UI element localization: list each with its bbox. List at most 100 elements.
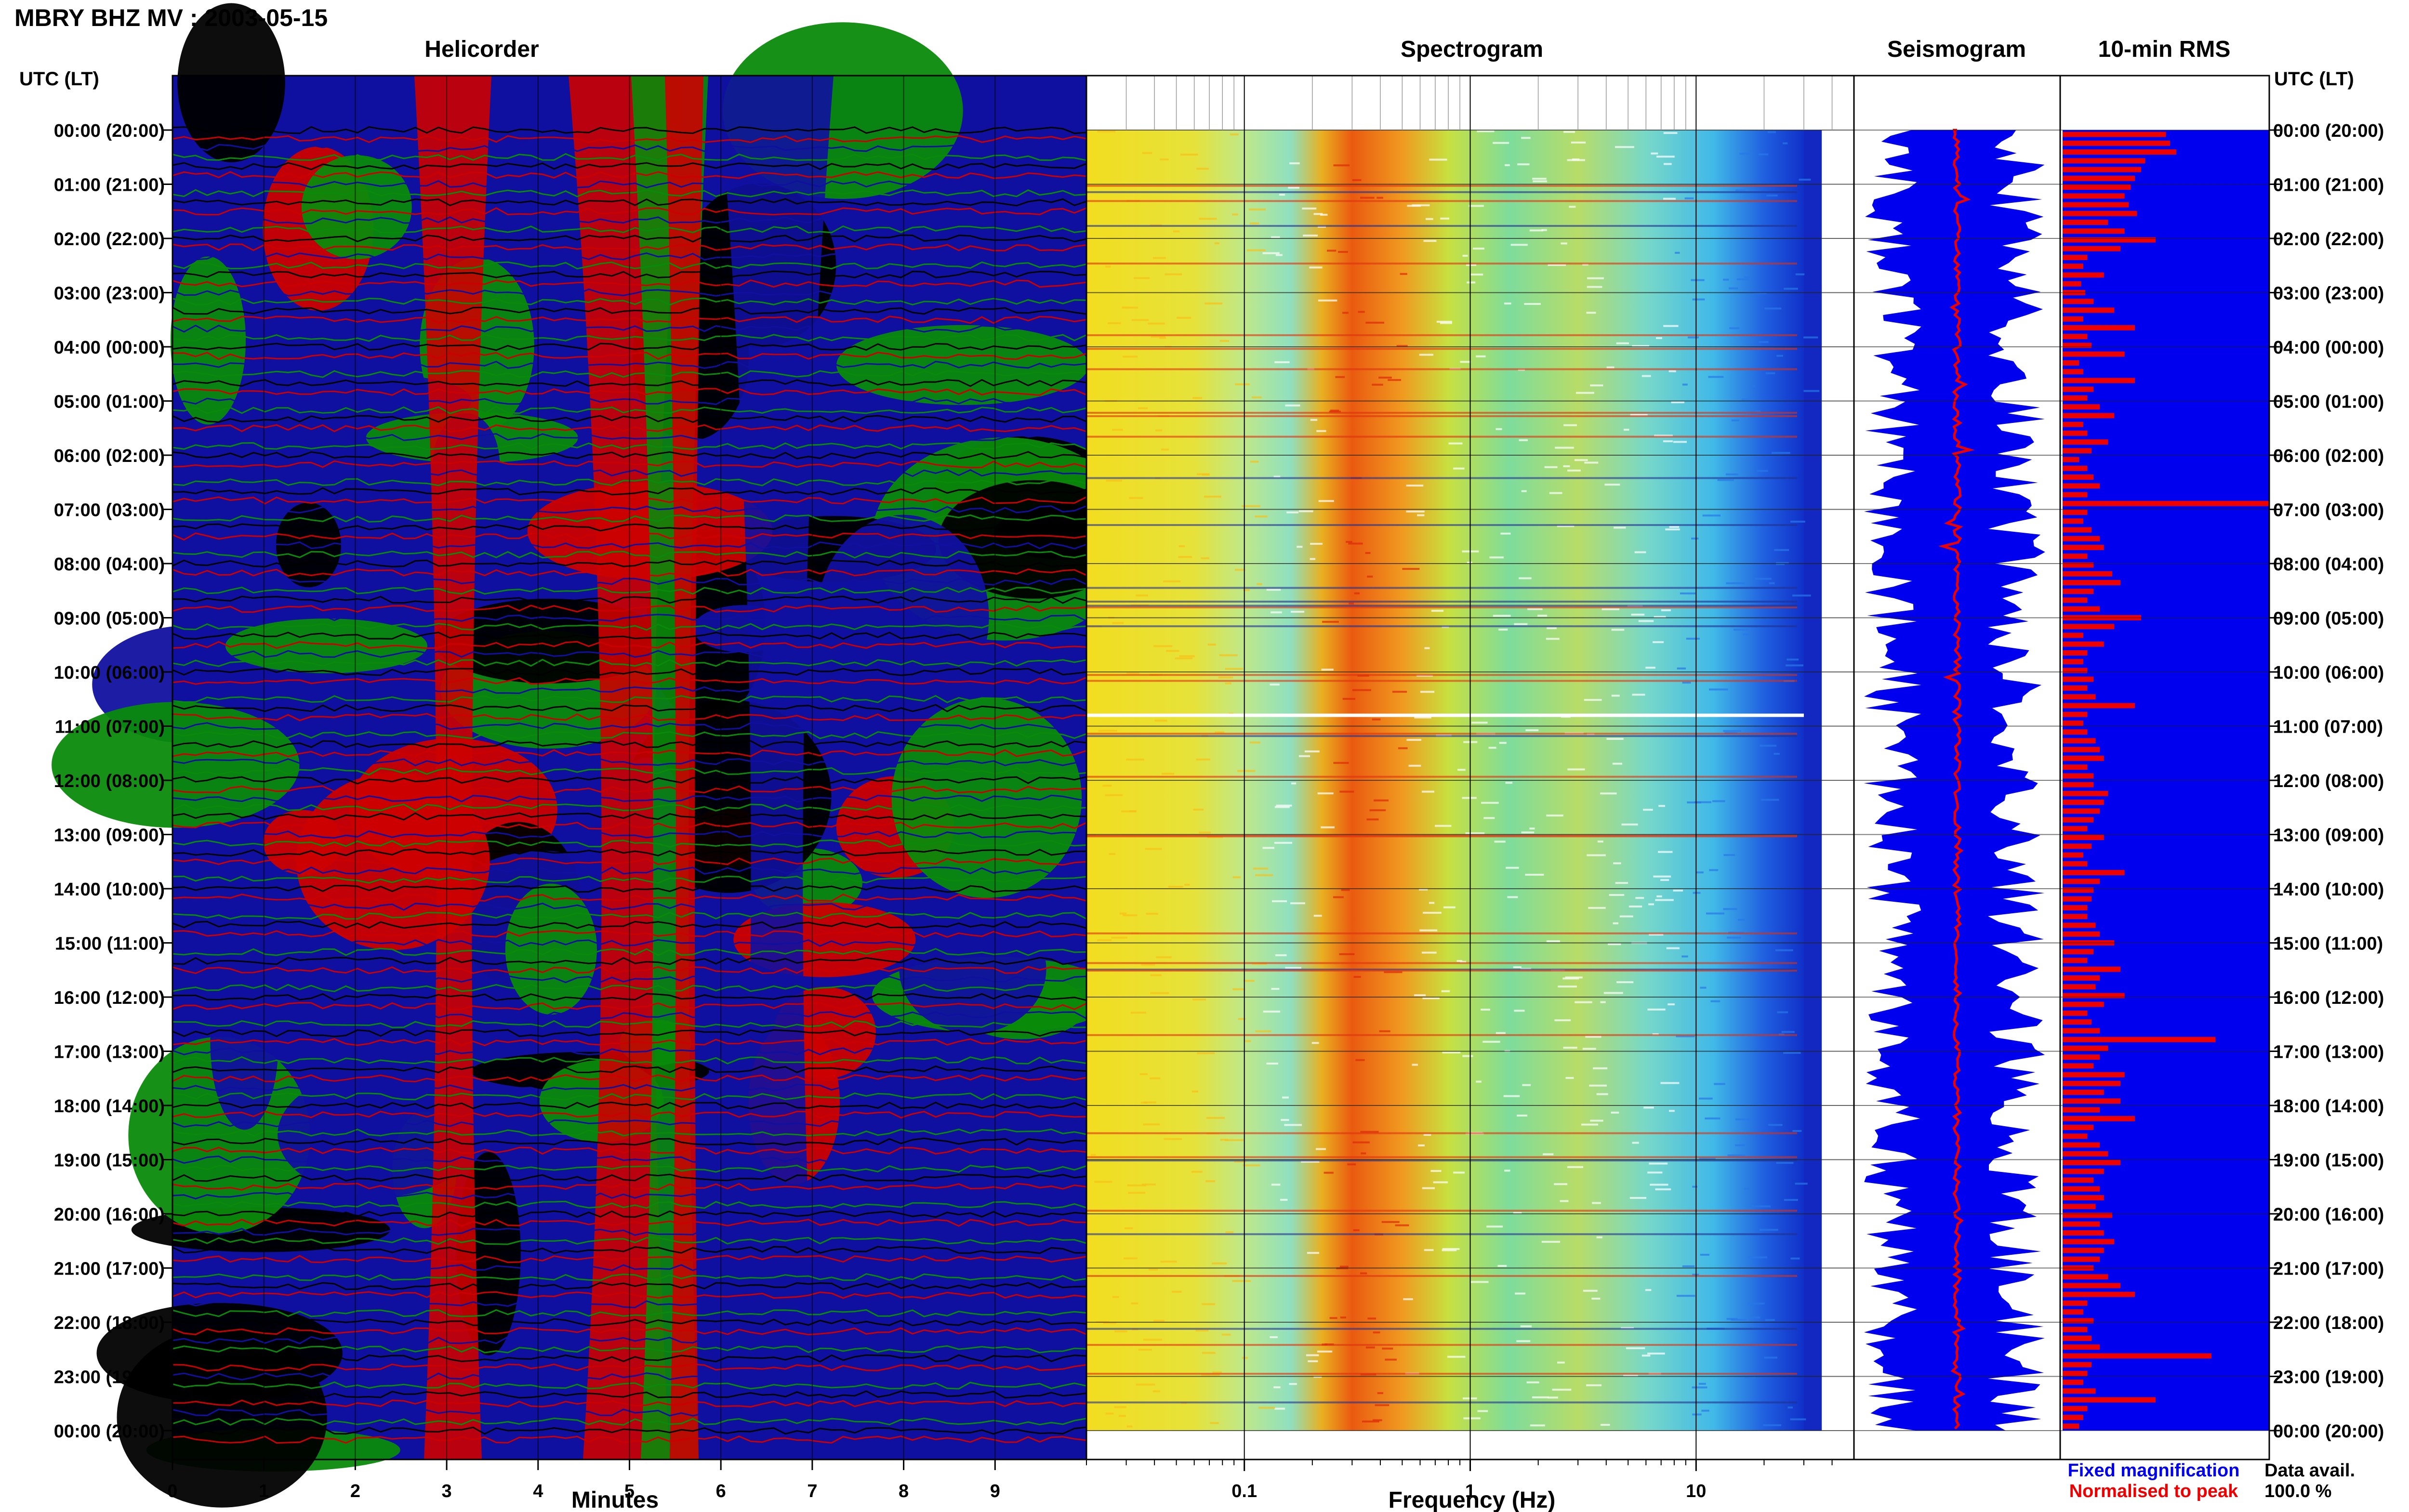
helicorder-event-band xyxy=(718,76,834,1459)
frequency-tick-label: 1 xyxy=(1465,1481,1475,1501)
spectrogram-texture xyxy=(1139,1073,1148,1076)
spectrogram-texture xyxy=(1206,1117,1225,1119)
spectrogram-texture xyxy=(1602,608,1620,610)
spectrogram-texture xyxy=(1414,716,1431,719)
spectrogram-texture xyxy=(1365,1346,1375,1349)
spectrogram-texture xyxy=(1142,152,1152,154)
minute-tick-label: 9 xyxy=(990,1481,1000,1501)
rms-bar xyxy=(2063,167,2141,172)
helicorder-trace-line xyxy=(172,794,1086,803)
spectrogram-texture xyxy=(1532,178,1547,180)
spectrogram-texture xyxy=(1244,1040,1251,1042)
helicorder-trace-line xyxy=(172,189,1086,197)
spectrogram-texture xyxy=(1090,1154,1096,1156)
rms-bar xyxy=(2063,1221,2100,1227)
spectrogram-texture xyxy=(1549,492,1562,494)
helicorder-trace-line xyxy=(172,352,1086,360)
spectrogram-texture xyxy=(1442,1248,1460,1250)
rms-bar xyxy=(2063,1309,2083,1315)
rms-bar xyxy=(2063,887,2094,893)
spectrogram-texture xyxy=(1175,657,1193,659)
spectrogram-texture xyxy=(1669,526,1680,528)
utc-axis-heading-right: UTC (LT) xyxy=(2274,68,2354,90)
rms-bar xyxy=(2063,131,2166,137)
rms-bar xyxy=(2063,905,2088,910)
spectrogram-texture xyxy=(1177,316,1191,319)
spectrogram-texture xyxy=(1141,963,1155,966)
spectrogram-texture xyxy=(1234,568,1245,571)
spectrogram-texture xyxy=(1422,997,1440,999)
time-label-left: 20:00 (16:00) xyxy=(54,1205,165,1225)
spectrogram-texture xyxy=(1460,960,1466,963)
spectrogram-texture xyxy=(1466,264,1477,266)
helicorder-trace-line xyxy=(172,631,1086,640)
spectrogram-texture xyxy=(1764,307,1782,310)
minute-tick-label: 5 xyxy=(624,1481,635,1501)
rms-bar xyxy=(2063,492,2088,498)
spectrogram-texture xyxy=(1381,1221,1400,1223)
spectrogram-texture xyxy=(1361,1152,1366,1155)
helicorder-trace-line xyxy=(172,433,1086,441)
spectrogram-texture xyxy=(1676,1035,1695,1038)
rms-bar xyxy=(2063,175,2135,181)
rms-bar xyxy=(2063,1397,2156,1403)
spectrogram-texture xyxy=(1645,1289,1652,1291)
helicorder-trace-line xyxy=(172,1183,1086,1191)
spectrogram-texture xyxy=(1097,130,1116,132)
spectrogram-texture xyxy=(1142,1183,1156,1186)
spectrogram-texture xyxy=(1258,1407,1275,1409)
spectrogram-texture xyxy=(1379,1030,1390,1032)
spectrogram-texture xyxy=(1179,655,1195,657)
spectrogram-texture xyxy=(1663,325,1679,327)
helicorder-trace-mass xyxy=(292,374,472,427)
spectrogram-texture xyxy=(1784,1199,1798,1201)
spectrogram-texture xyxy=(1692,298,1705,301)
spectrogram-texture xyxy=(1342,312,1349,314)
helicorder-trace-line xyxy=(172,966,1086,974)
rms-bar xyxy=(2063,914,2088,920)
rms-bar xyxy=(2063,571,2112,577)
spectrogram-texture xyxy=(1677,667,1686,670)
helicorder-trace-line xyxy=(172,957,1086,965)
spectrogram-texture xyxy=(1306,1354,1319,1356)
spectrogram-texture xyxy=(1744,1187,1750,1190)
spectrogram-texture xyxy=(1562,977,1579,980)
spectrogram-texture xyxy=(1548,264,1566,266)
rms-bar xyxy=(2063,1063,2094,1069)
rms-bar xyxy=(2063,747,2100,752)
time-label-right: 14:00 (10:00) xyxy=(2273,880,2384,900)
spectrogram-texture xyxy=(1673,889,1683,892)
helicorder-trace-line xyxy=(172,677,1086,685)
rms-bar xyxy=(2063,993,2125,999)
helicorder-trace-line xyxy=(172,451,1086,460)
spectrogram-texture xyxy=(1514,623,1528,625)
rms-bar xyxy=(2063,334,2088,340)
rms-bar xyxy=(2063,1116,2135,1121)
helicorder-trace-line xyxy=(172,1200,1086,1209)
spectrogram-texture xyxy=(1160,1261,1177,1263)
spectrogram-texture xyxy=(1291,782,1297,785)
spectrogram-texture xyxy=(1472,248,1485,250)
spectrogram-texture xyxy=(1647,1008,1666,1011)
spectrogram-texture xyxy=(1161,448,1169,451)
rms-bar xyxy=(2063,843,2092,849)
spectrogram-texture xyxy=(1775,562,1789,564)
spectrogram-texture xyxy=(1735,1118,1750,1120)
helicorder-trace-line xyxy=(172,1155,1086,1164)
time-label-right: 23:00 (19:00) xyxy=(2273,1367,2384,1388)
rms-bar xyxy=(2063,1054,2100,1060)
spectrogram-texture xyxy=(1330,409,1339,412)
rms-bar xyxy=(2063,1380,2083,1385)
spectrogram-texture xyxy=(1593,1067,1608,1069)
rms-bar xyxy=(2063,966,2121,972)
helicorder-trace-line xyxy=(172,785,1086,794)
spectrogram-texture xyxy=(1143,1339,1162,1341)
time-label-right: 21:00 (17:00) xyxy=(2273,1259,2384,1279)
rms-bar xyxy=(2063,1011,2088,1016)
spectrogram-texture xyxy=(1303,234,1318,237)
spectrogram-texture xyxy=(1604,484,1620,486)
spectrogram-texture xyxy=(1285,404,1300,407)
spectrogram-texture xyxy=(1196,168,1209,170)
helicorder-trace-line xyxy=(172,749,1086,758)
spectrogram-texture xyxy=(1333,762,1349,764)
